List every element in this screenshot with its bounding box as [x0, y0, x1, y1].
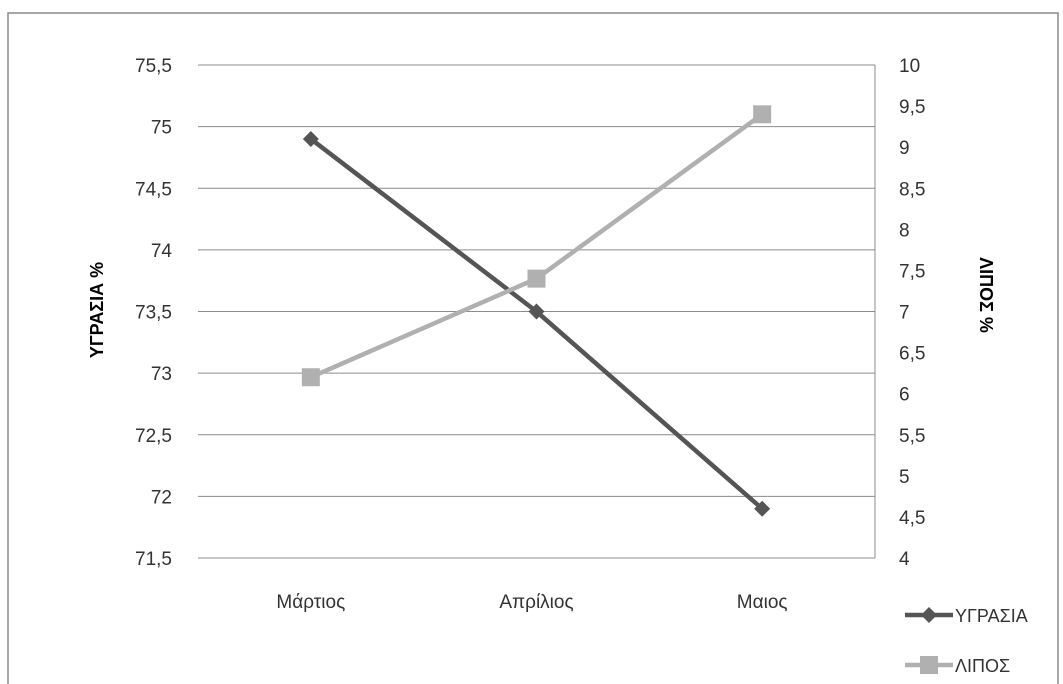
y2-tick-label: 6,5 — [899, 344, 925, 365]
y2-tick-label: 5,5 — [899, 426, 925, 447]
data-point — [528, 303, 545, 320]
legend-marker — [920, 656, 938, 674]
legend-label: ΥΓΡΑΣΙΑ — [955, 606, 1028, 626]
y-axis-title: ΥΓΡΑΣΙΑ % — [87, 262, 107, 358]
y-tick-label: 71,5 — [135, 549, 172, 570]
y-tick-label: 74,5 — [135, 179, 172, 200]
series — [301, 105, 772, 517]
y2-tick-label: 9 — [899, 138, 910, 159]
y2-tick-label: 7 — [899, 303, 910, 324]
axes: 71,5 72 72,5 73 73,5 74 74,5 75 75,5 4 4,5 5 5,5 6 6,5… — [135, 56, 925, 613]
data-point — [754, 500, 771, 517]
y-tick-label: 72,5 — [135, 426, 172, 447]
y2-tick-label: 4 — [899, 549, 910, 570]
y2-tick-label: 4,5 — [899, 508, 925, 529]
data-point — [302, 130, 319, 147]
y2-tick-label: 7,5 — [899, 261, 925, 282]
x-tick-label: Μάρτιος — [276, 592, 345, 613]
y2-axis-title: ΛΙΠΟΣ % — [976, 257, 996, 333]
y2-tick-label: 9,5 — [899, 97, 925, 118]
x-tick-label: Απρίλιος — [499, 592, 573, 613]
y-tick-label: 72 — [151, 487, 172, 508]
data-point — [301, 368, 320, 387]
y2-tick-label: 5 — [899, 467, 910, 488]
y-tick-label: 73 — [151, 364, 172, 385]
data-point — [753, 105, 772, 124]
y-tick-label: 73,5 — [135, 303, 172, 324]
x-tick-label: Μαιος — [737, 592, 788, 613]
y2-tick-label: 10 — [899, 56, 920, 77]
y2-tick-label: 8,5 — [899, 179, 925, 200]
legend-label: ΛΙΠΟΣ — [955, 656, 1010, 676]
legend-marker — [921, 607, 937, 623]
legend: ΥΓΡΑΣΙΑ ΛΙΠΟΣ — [905, 606, 1028, 676]
y-tick-label: 75,5 — [135, 56, 172, 77]
y2-tick-label: 8 — [899, 220, 910, 241]
y-tick-label: 75 — [151, 118, 172, 139]
y2-tick-label: 6 — [899, 385, 910, 406]
chart-border — [7, 12, 1059, 684]
y-tick-label: 74 — [151, 241, 173, 262]
data-point — [527, 269, 546, 288]
